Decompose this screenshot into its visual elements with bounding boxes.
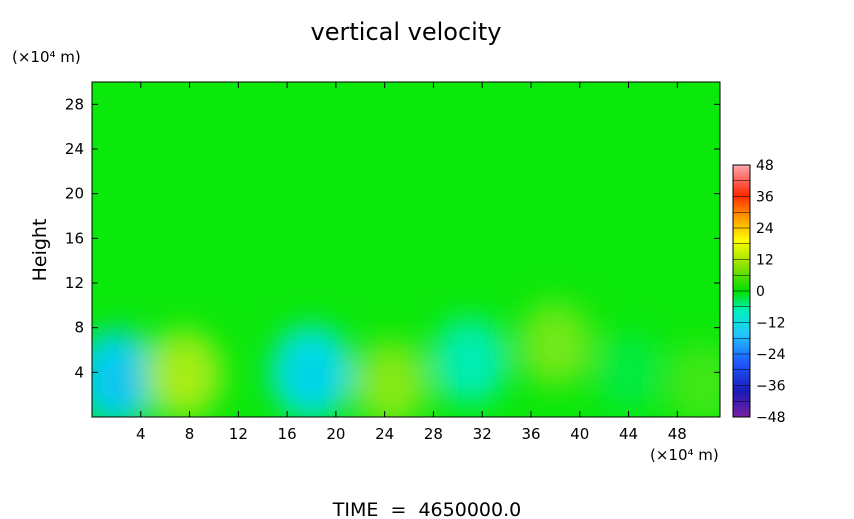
y-axis: 4 8 12 16 20 24 28 (65, 95, 720, 381)
x-tick-label: 28 (424, 425, 443, 443)
heatmap-field (92, 82, 720, 417)
x-tick-label: 32 (473, 425, 492, 443)
y-tick-label: 8 (74, 319, 84, 337)
plot-frame (91, 81, 721, 418)
x-tick-label: 48 (668, 425, 687, 443)
field-blob-core-4 (375, 370, 411, 405)
x-tick-label: 12 (229, 425, 248, 443)
field-blob-core-7 (615, 361, 646, 392)
x-tick-label: 4 (136, 425, 146, 443)
field-blob-core-3 (293, 356, 334, 396)
field-blob-core-8 (687, 371, 720, 404)
x-tick-label: 24 (375, 425, 394, 443)
x-tick-label: 40 (570, 425, 589, 443)
colorbar-tick-label: 36 (756, 190, 774, 206)
y-tick-label: 16 (65, 229, 84, 247)
x-tick-label: 8 (185, 425, 195, 443)
field-blob-core-2 (167, 360, 204, 397)
chart-title: vertical velocity (311, 18, 502, 46)
y-unit-label: (×10⁴ m) (12, 48, 81, 66)
field-blob-core-1 (98, 361, 139, 402)
field-blob-core-5 (454, 347, 490, 384)
colorbar-tick-label: −48 (756, 410, 786, 426)
colorbar-tick-label: −24 (756, 347, 786, 363)
y-tick-label: 28 (65, 95, 84, 113)
colorbar-ticks: 48 36 24 12 0 −12 −24 −36 −48 (733, 158, 786, 426)
colorbar-tick-label: 48 (756, 158, 774, 174)
x-tick-label: 16 (278, 425, 297, 443)
x-tick-label: 20 (326, 425, 345, 443)
colorbar-tick-label: −36 (756, 379, 786, 395)
colorbar-tick-label: 24 (756, 221, 774, 237)
colorbar-tick-label: 12 (756, 253, 774, 269)
x-tick-label: 44 (619, 425, 638, 443)
colorbar-tick-label: 0 (756, 284, 765, 300)
x-unit-label: (×10⁴ m) (650, 446, 719, 464)
y-axis-label: Height (29, 219, 51, 282)
y-tick-label: 4 (74, 363, 84, 381)
x-tick-label: 36 (521, 425, 540, 443)
colorbar-tick-label: −12 (756, 316, 786, 332)
y-tick-label: 24 (65, 140, 84, 158)
x-axis: 4 8 12 16 20 24 28 32 36 40 44 48 (136, 82, 687, 443)
y-tick-label: 20 (65, 185, 84, 203)
field-blob-core-6 (540, 331, 575, 366)
time-footer: TIME = 4650000.0 (332, 499, 521, 519)
y-tick-label: 12 (65, 274, 84, 292)
